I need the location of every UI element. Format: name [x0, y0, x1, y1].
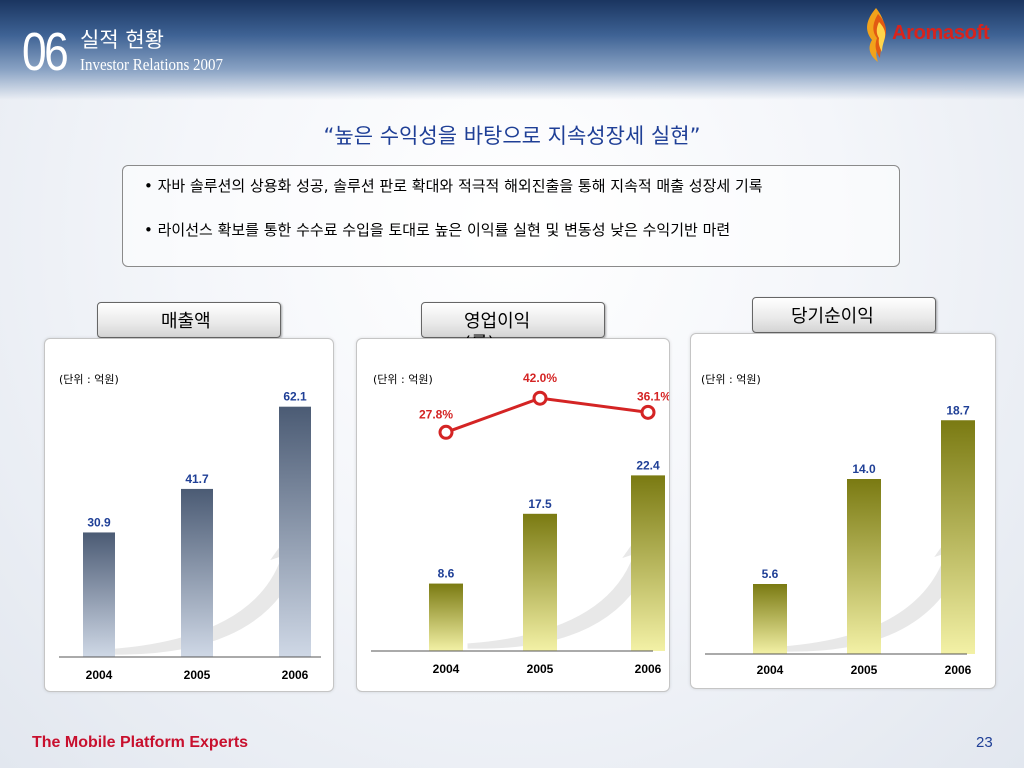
section-number: 06 — [22, 22, 69, 82]
company-logo: Aromasoft — [858, 4, 1024, 64]
x-tick-label: 2006 — [945, 663, 972, 677]
margin-label: 42.0% — [523, 371, 557, 385]
footer-tagline: The Mobile Platform Experts — [32, 734, 249, 751]
page-number: 23 — [976, 734, 993, 751]
x-tick-label: 2006 — [282, 668, 309, 682]
bar — [83, 532, 115, 657]
bar — [847, 479, 881, 654]
revenue-chart: 30.9 2004 41.7 2005 62.1 2006 — [59, 390, 321, 682]
bar-value-label: 62.1 — [283, 390, 307, 404]
tab-revenue: 매출액 — [97, 302, 281, 338]
logo-text: Aromasoft — [892, 22, 990, 44]
bar-value-label: 22.4 — [636, 458, 660, 472]
x-tick-label: 2004 — [757, 663, 784, 677]
bar — [753, 584, 787, 654]
bar-value-label: 41.7 — [185, 472, 209, 486]
net-income-chart-panel: (단위 : 억원) 5.6 2004 14.0 2005 18.7 2006 — [690, 333, 996, 689]
x-tick-label: 2004 — [86, 668, 113, 682]
bar — [429, 583, 463, 651]
margin-point — [532, 390, 548, 406]
bar — [631, 475, 665, 651]
operating-profit-chart-panel: (단위 : 억원) 8.6 2004 17.5 2005 22.4 2006 27.8% 42… — [356, 338, 670, 692]
bar — [523, 513, 557, 651]
unit-label: (단위 : 억원) — [373, 373, 433, 386]
bar-value-label: 30.9 — [87, 515, 111, 529]
net-income-chart: 5.6 2004 14.0 2005 18.7 2006 — [705, 403, 976, 677]
flame-icon — [867, 8, 887, 62]
x-tick-label: 2006 — [635, 662, 662, 676]
summary-box — [122, 165, 900, 267]
margin-label: 27.8% — [419, 407, 453, 421]
section-title: 실적 현황 — [80, 28, 164, 52]
bar-value-label: 5.6 — [762, 567, 779, 581]
bar-value-label: 17.5 — [528, 497, 552, 511]
revenue-chart-panel: (단위 : 억원) 30.9 2004 41.7 2005 62.1 2006 — [44, 338, 334, 692]
unit-label: (단위 : 억원) — [701, 373, 761, 386]
bar — [181, 488, 213, 657]
margin-line — [445, 396, 649, 434]
bullet-item: • 라이선스 확보를 통한 수수료 수입을 토대로 높은 이익률 실현 및 변동… — [144, 221, 731, 239]
bar — [279, 406, 311, 657]
margin-point — [438, 424, 454, 440]
tab-label: 당기순이익 — [791, 306, 874, 327]
bar-value-label: 8.6 — [438, 567, 455, 581]
margin-label: 36.1% — [637, 389, 669, 403]
tab-label: 매출액 — [161, 311, 211, 332]
x-tick-label: 2005 — [184, 668, 211, 682]
bar — [941, 420, 975, 654]
section-subtitle: Investor Relations 2007 — [80, 55, 223, 74]
x-tick-label: 2005 — [527, 662, 554, 676]
x-tick-label: 2004 — [433, 662, 460, 676]
x-tick-label: 2005 — [851, 663, 878, 677]
tab-operating-profit: 영업이익(률) — [421, 302, 605, 354]
operating-profit-chart: 8.6 2004 17.5 2005 22.4 2006 27.8% 42.0% 36.1% — [371, 371, 669, 676]
bar-value-label: 18.7 — [946, 403, 970, 417]
header-band — [0, 0, 1024, 100]
tab-net-income: 당기순이익 — [752, 297, 936, 333]
bullet-item: • 자바 솔루션의 상용화 성공, 솔루션 판로 확대와 적극적 해외진출을 통… — [144, 177, 763, 195]
margin-point — [640, 404, 656, 420]
unit-label: (단위 : 억원) — [59, 373, 119, 386]
bar-value-label: 14.0 — [852, 462, 876, 476]
page-headline: “높은 수익성을 바탕으로 지속성장세 실현” — [323, 124, 701, 148]
